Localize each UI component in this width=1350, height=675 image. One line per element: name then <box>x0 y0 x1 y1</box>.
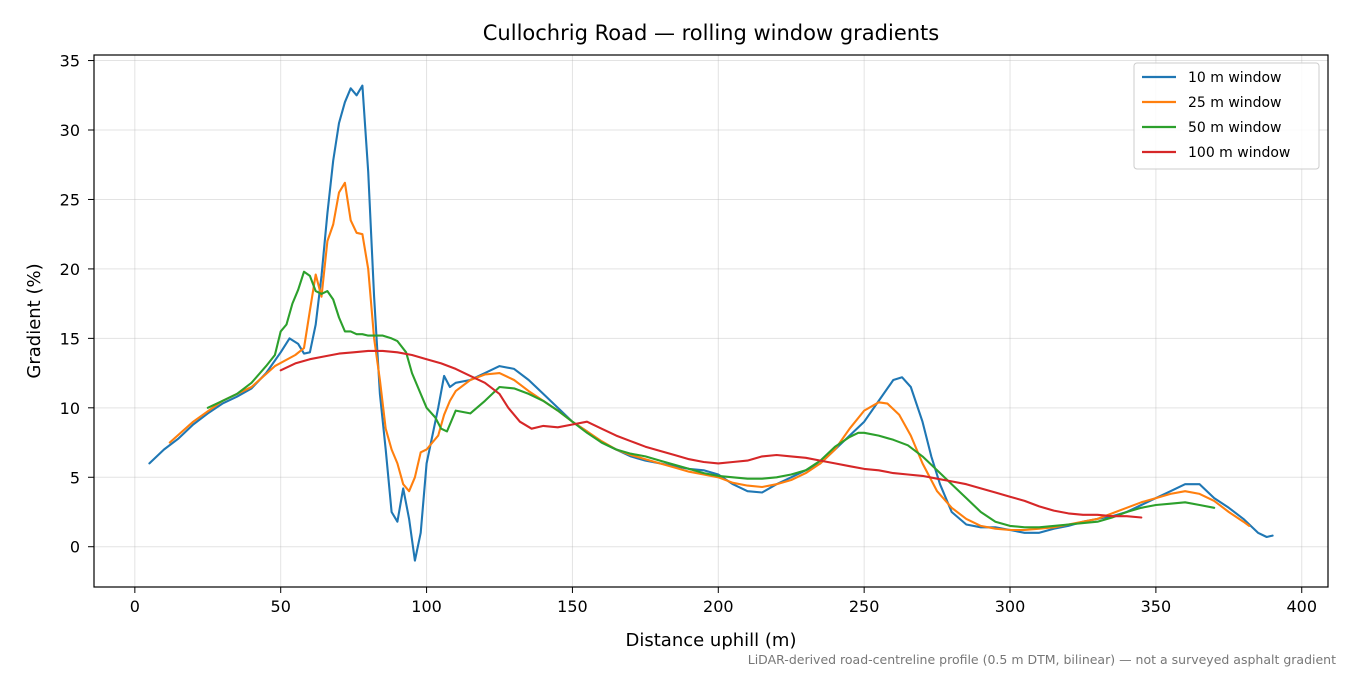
y-tick-label: 25 <box>60 190 80 209</box>
legend: 10 m window 25 m window 50 m window 100 m w… <box>1133 62 1320 170</box>
x-tick-label: 250 <box>849 597 880 616</box>
legend-label-3: 50 m window <box>1188 120 1281 136</box>
x-tick-label: 100 <box>411 597 442 616</box>
y-tick-label: 5 <box>70 468 80 487</box>
x-tick-label: 0 <box>130 597 140 616</box>
y-tick-label: 15 <box>60 329 80 348</box>
x-tick-label: 50 <box>271 597 291 616</box>
legend-label-2: 25 m window <box>1188 95 1281 111</box>
y-tick-label: 35 <box>60 52 80 71</box>
series-lines <box>148 84 1274 562</box>
data-source-footnote: LiDAR-derived road-centreline profile (0… <box>748 652 1336 667</box>
x-tick-label: 150 <box>557 597 588 616</box>
axis-ticks: 0 50 100 150 200 250 300 350 400 0 5 10 15 20 25 30 35 <box>60 52 1317 616</box>
x-tick-label: 400 <box>1286 597 1317 616</box>
series-line-3 <box>206 270 1216 529</box>
x-tick-label: 300 <box>995 597 1026 616</box>
legend-label-1: 10 m window <box>1188 70 1281 86</box>
series-line-2 <box>168 181 1251 532</box>
y-tick-label: 30 <box>60 121 80 140</box>
grid-lines <box>94 55 1328 587</box>
y-tick-label: 10 <box>60 399 80 418</box>
series-line-1 <box>148 84 1274 562</box>
plot-frame <box>93 54 1329 588</box>
y-axis-label: Gradient (%) <box>24 263 45 378</box>
x-tick-label: 200 <box>703 597 734 616</box>
legend-box <box>1133 62 1320 170</box>
chart-title: Cullochrig Road — rolling window gradien… <box>483 21 939 45</box>
legend-label-4: 100 m window <box>1188 145 1290 161</box>
y-tick-label: 20 <box>60 260 80 279</box>
y-tick-label: 0 <box>70 538 80 557</box>
series-line-4 <box>279 349 1143 519</box>
x-axis-label: Distance uphill (m) <box>626 630 797 651</box>
x-tick-label: 350 <box>1141 597 1172 616</box>
